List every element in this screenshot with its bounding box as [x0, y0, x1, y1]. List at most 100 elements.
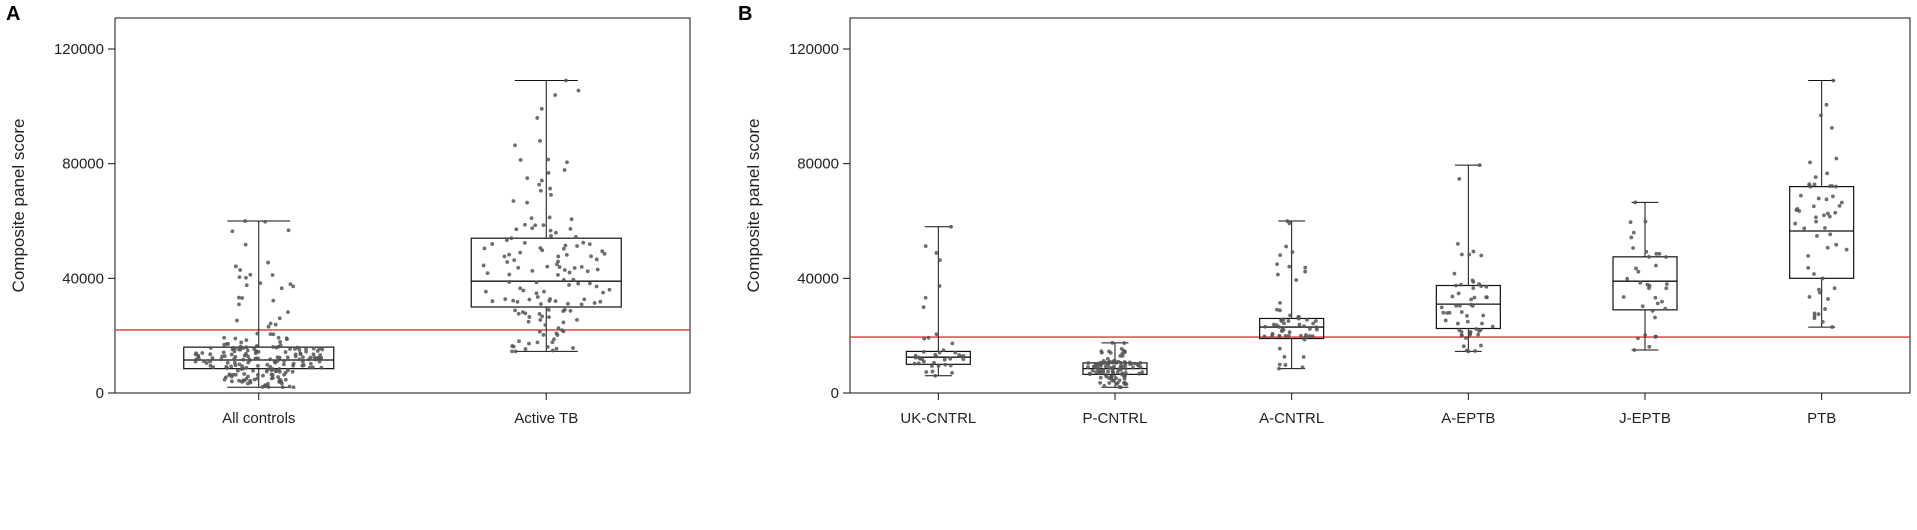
data-point: [291, 361, 296, 366]
data-point: [1633, 200, 1638, 205]
data-point: [1664, 286, 1669, 291]
data-point: [1459, 329, 1464, 334]
x-tick-label: J-EPTB: [1619, 410, 1671, 427]
data-point: [537, 312, 542, 316]
data-point: [1834, 156, 1839, 161]
y-tick-label: 80000: [62, 156, 104, 173]
data-point: [1468, 329, 1473, 334]
data-point: [515, 299, 520, 304]
data-point: [1830, 184, 1835, 188]
data-point: [271, 332, 276, 337]
data-point: [278, 340, 283, 344]
data-point: [247, 358, 252, 363]
data-point: [530, 268, 535, 273]
x-tick-label: PTB: [1807, 410, 1836, 427]
data-point: [1806, 254, 1810, 258]
data-point: [224, 364, 229, 369]
data-point: [1812, 182, 1817, 187]
data-point: [568, 308, 573, 313]
data-point: [1110, 366, 1115, 370]
data-point: [942, 357, 947, 362]
data-point: [1833, 184, 1838, 189]
data-point: [208, 346, 213, 350]
data-point: [483, 289, 488, 294]
data-point: [1131, 365, 1135, 370]
data-point: [913, 353, 918, 358]
data-point: [930, 369, 935, 374]
data-point: [1643, 219, 1648, 224]
data-point: [949, 224, 953, 229]
data-point: [320, 347, 325, 352]
data-point: [538, 318, 543, 322]
data-point: [600, 249, 605, 254]
data-point: [271, 345, 276, 349]
data-point: [554, 331, 559, 336]
data-point: [1270, 331, 1275, 336]
data-point: [311, 365, 315, 370]
data-point: [1110, 378, 1115, 382]
data-point: [225, 360, 230, 365]
data-point: [1297, 322, 1302, 327]
data-point: [1826, 297, 1830, 301]
data-point: [550, 348, 555, 353]
data-point: [1461, 344, 1466, 349]
data-point: [1277, 346, 1282, 351]
data-point: [1477, 163, 1482, 168]
data-point: [279, 381, 284, 386]
x-tick-label: P-CNTRL: [1082, 410, 1147, 427]
data-point: [1110, 340, 1115, 345]
data-point: [579, 264, 584, 269]
data-point: [546, 157, 551, 162]
data-point: [556, 254, 561, 259]
data-point: [537, 182, 542, 187]
data-point: [211, 365, 216, 370]
data-point: [562, 168, 567, 172]
data-point: [533, 223, 538, 228]
data-point: [592, 301, 597, 305]
data-point: [301, 355, 305, 360]
data-point: [210, 356, 215, 360]
data-point: [1271, 322, 1276, 327]
data-point: [283, 377, 288, 382]
data-point: [1455, 321, 1460, 326]
data-point: [548, 186, 552, 191]
data-point: [567, 283, 571, 287]
data-point: [542, 289, 546, 294]
data-point: [1303, 269, 1308, 274]
data-point: [1122, 381, 1126, 385]
data-point: [917, 355, 921, 360]
data-point: [1476, 332, 1480, 337]
data-point: [300, 363, 305, 368]
data-point: [233, 264, 238, 269]
data-point: [1299, 333, 1303, 338]
data-point: [601, 290, 605, 295]
data-point: [229, 352, 234, 357]
data-point: [1300, 365, 1305, 370]
data-point: [1653, 334, 1658, 339]
data-point: [268, 332, 273, 337]
data-point: [502, 254, 507, 259]
data-point: [253, 357, 258, 361]
data-point: [943, 362, 948, 367]
data-point: [571, 277, 576, 282]
data-point: [1123, 366, 1128, 371]
data-point: [1459, 282, 1463, 287]
data-point: [518, 250, 523, 255]
data-point: [482, 246, 487, 251]
data-point: [282, 358, 286, 363]
data-point: [1824, 102, 1829, 107]
data-point: [923, 244, 928, 249]
data-point: [1469, 297, 1474, 302]
data-point: [539, 302, 543, 306]
data-point: [585, 269, 590, 274]
data-point: [231, 372, 235, 377]
data-point: [1844, 247, 1849, 252]
data-point: [242, 353, 247, 358]
data-point: [556, 259, 560, 264]
data-point: [526, 319, 531, 324]
y-tick-label: 0: [96, 385, 104, 402]
data-point: [1479, 343, 1483, 348]
data-point: [556, 272, 560, 277]
data-point: [1654, 251, 1659, 256]
data-point: [252, 347, 257, 352]
